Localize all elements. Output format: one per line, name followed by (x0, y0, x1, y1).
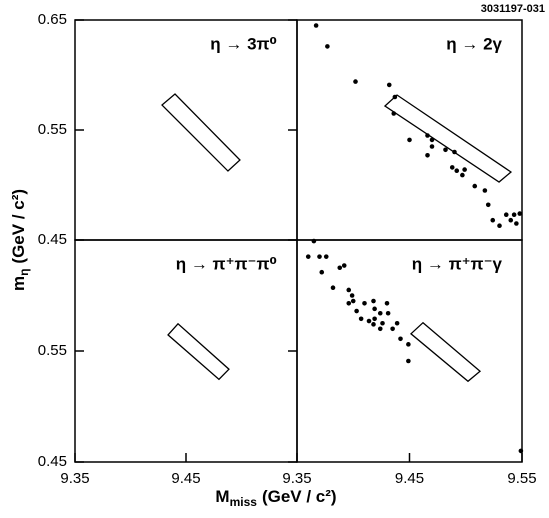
point (425, 153, 430, 158)
x-tick-label: 9.55 (507, 470, 536, 487)
point (354, 308, 359, 314)
point (443, 147, 448, 153)
point (398, 336, 403, 342)
point (330, 285, 336, 291)
point (517, 211, 523, 216)
signal-box (383, 94, 513, 183)
point (372, 306, 377, 312)
point (377, 326, 383, 332)
point (386, 82, 392, 88)
panel-label: η → π⁺π⁻γ (412, 254, 503, 273)
point (384, 300, 390, 306)
point (391, 111, 397, 116)
point (390, 326, 395, 332)
point (313, 23, 319, 28)
y-label-base: m (9, 276, 28, 291)
point (406, 342, 411, 347)
point (385, 310, 391, 316)
point (380, 320, 385, 326)
x-tick-label: 9.45 (395, 470, 424, 487)
x-label-unit: (GeV / c²) (262, 487, 337, 506)
point (311, 238, 317, 244)
x-label-base: M (215, 487, 229, 506)
point (425, 133, 430, 138)
point (462, 167, 467, 172)
point (490, 217, 496, 223)
y-tick-label: 0.45 (38, 231, 67, 248)
point (305, 254, 311, 259)
point (472, 183, 478, 189)
point (406, 358, 411, 364)
point (394, 320, 400, 326)
point (371, 298, 376, 304)
x-tick-label: 9.45 (171, 470, 200, 487)
x-tick-label: 9.35 (282, 470, 311, 487)
point (485, 202, 491, 208)
y-axis-label: mη (GeV / c²) (9, 189, 31, 291)
y-tick-label: 0.45 (38, 453, 67, 470)
x-tick-label: 9.35 (60, 470, 89, 487)
signal-box (167, 322, 230, 381)
panel-label: η → π⁺π⁻π⁰ (176, 254, 277, 273)
point (319, 269, 325, 275)
signal-box (409, 321, 482, 383)
point (429, 137, 435, 143)
point (346, 287, 352, 293)
signal-box (161, 93, 241, 172)
y-tick-label: 0.55 (38, 342, 67, 359)
point (449, 165, 455, 170)
point (497, 223, 502, 228)
point (372, 316, 377, 322)
point (482, 188, 488, 193)
point (346, 300, 352, 306)
y-label-unit: (GeV / c²) (9, 189, 28, 264)
point (407, 137, 412, 143)
point (392, 94, 398, 100)
point (511, 212, 517, 217)
panel-label: η → 3π⁰ (210, 34, 277, 53)
point (514, 221, 519, 226)
point (429, 144, 435, 149)
point (362, 300, 367, 306)
x-label-sub: miss (230, 495, 258, 509)
point (353, 79, 358, 84)
point (358, 316, 364, 322)
point (323, 254, 329, 259)
figure-id: 3031197-031 (481, 3, 545, 15)
point (452, 149, 457, 155)
point (460, 172, 465, 178)
point (454, 168, 460, 173)
x-axis-label: Mmiss (GeV / c²) (215, 487, 336, 509)
point (518, 448, 524, 454)
point (371, 322, 376, 327)
point (377, 310, 383, 316)
point (337, 265, 343, 271)
point (349, 293, 355, 298)
point (325, 44, 330, 49)
point (350, 298, 356, 304)
y-tick-label: 0.55 (38, 121, 67, 138)
y-tick-label: 0.65 (38, 11, 67, 28)
point (508, 217, 514, 223)
point (317, 254, 322, 259)
y-label-sub: η (17, 269, 31, 276)
point (503, 212, 509, 217)
point (341, 263, 347, 268)
panel-label: η → 2γ (446, 34, 502, 53)
point (366, 318, 372, 324)
